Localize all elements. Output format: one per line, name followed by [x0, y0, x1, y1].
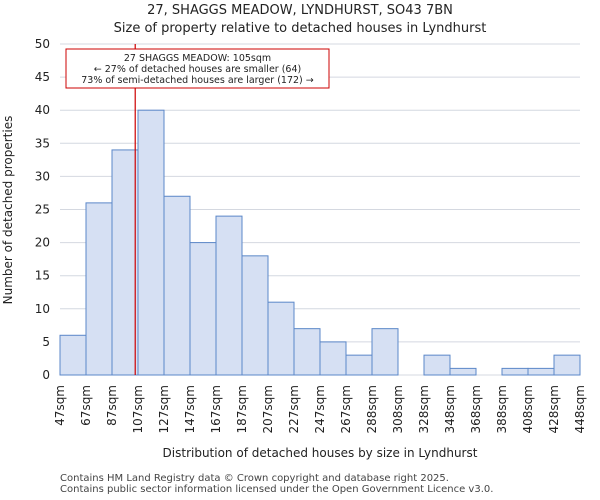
annotation-line-1: 27 SHAGGS MEADOW: 105sqm [124, 53, 271, 64]
x-tick-label: 87sqm [105, 385, 119, 426]
x-tick-label: 328sqm [417, 385, 431, 433]
chart: 27, SHAGGS MEADOW, LYNDHURST, SO43 7BN S… [1, 3, 587, 460]
y-tick-label: 30 [35, 169, 50, 183]
x-tick-label: 227sqm [287, 385, 301, 433]
y-tick-label: 15 [35, 269, 50, 283]
y-tick-label: 0 [42, 368, 50, 382]
bar [59, 334, 87, 376]
annotation-box [65, 48, 330, 89]
x-tick-label: 207sqm [261, 385, 275, 433]
x-tick-label: 308sqm [391, 385, 405, 433]
y-tick-label: 50 [35, 37, 50, 51]
y-axis-label: Number of detached properties [1, 116, 15, 305]
x-tick-label: 448sqm [573, 385, 587, 433]
x-tick-label: 187sqm [235, 385, 249, 433]
bar [501, 367, 529, 376]
y-tick-label: 35 [35, 136, 50, 150]
y-tick-label: 25 [35, 203, 50, 217]
x-tick-label: 368sqm [469, 385, 483, 433]
x-tick-labels: 47sqm 67sqm 87sqm 107sqm 127sqm 147sqm 167sqm 1… [53, 385, 587, 433]
footer-line-2: Contains public sector information licen… [60, 484, 494, 495]
x-tick-label: 408sqm [521, 385, 535, 433]
x-tick-label: 47sqm [53, 385, 67, 426]
x-tick-label: 267sqm [339, 385, 353, 433]
bar [319, 341, 347, 376]
bar [449, 367, 477, 376]
bar [527, 367, 555, 376]
x-axis-label: Distribution of detached houses by size … [163, 446, 478, 460]
bar [163, 195, 191, 376]
bar [553, 354, 581, 376]
x-tick-label: 147sqm [183, 385, 197, 433]
chart-subtitle: Size of property relative to detached ho… [114, 21, 487, 36]
y-tick-label: 20 [35, 236, 50, 250]
x-tick-label: 388sqm [495, 385, 509, 433]
y-tick-labels: 0 5 10 15 20 25 30 35 40 45 50 [35, 37, 50, 382]
chart-title: 27, SHAGGS MEADOW, LYNDHURST, SO43 7BN [147, 3, 453, 18]
annotation-line-2: ← 27% of detached houses are smaller (64… [94, 64, 301, 75]
bar [215, 215, 243, 376]
x-tick-label: 348sqm [443, 385, 457, 433]
bar [111, 149, 139, 376]
x-tick-label: 107sqm [131, 385, 145, 433]
footer-line-1: Contains HM Land Registry data © Crown c… [60, 473, 449, 484]
bar [293, 328, 321, 376]
bar [85, 202, 113, 376]
bar [371, 328, 399, 376]
bar [423, 354, 451, 376]
y-tick-label: 40 [35, 103, 50, 117]
bar [137, 109, 165, 376]
x-tick-label: 67sqm [79, 385, 93, 426]
bar [189, 242, 217, 376]
bar [241, 255, 269, 376]
x-tick-label: 247sqm [313, 385, 327, 433]
y-tick-label: 45 [35, 70, 50, 84]
bar [345, 354, 373, 376]
annotation-line-3: 73% of semi-detached houses are larger (… [81, 75, 314, 86]
x-tick-label: 288sqm [365, 385, 379, 433]
x-tick-label: 127sqm [157, 385, 171, 433]
y-tick-label: 5 [42, 335, 50, 349]
x-tick-label: 167sqm [209, 385, 223, 433]
bars [59, 109, 581, 376]
bar [267, 301, 295, 376]
y-tick-label: 10 [35, 302, 50, 316]
x-tick-label: 428sqm [547, 385, 561, 433]
